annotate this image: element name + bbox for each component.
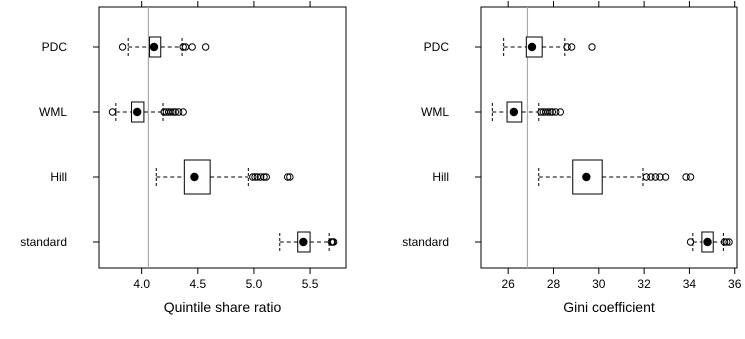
- x-tick-label: 5.5: [302, 277, 319, 291]
- category-label: PDC: [42, 40, 68, 54]
- x-tick-label: 26: [502, 277, 516, 291]
- outlier-point: [179, 108, 187, 116]
- median-point: [527, 42, 537, 52]
- x-axis-label: Gini coefficient: [563, 299, 655, 315]
- median-point: [582, 172, 591, 182]
- box-hill: Hill: [432, 159, 695, 195]
- outlier-point: [725, 238, 733, 246]
- median-point: [299, 237, 308, 247]
- outlier-point: [201, 43, 210, 51]
- category-label: Hill: [432, 170, 449, 184]
- median-point: [149, 42, 159, 52]
- outlier-point: [552, 108, 560, 116]
- outlier-point: [167, 108, 175, 116]
- outlier-point: [556, 108, 564, 116]
- x-tick-label: 30: [592, 277, 606, 291]
- outlier-point: [642, 173, 651, 181]
- chart-panel-1: 4.0 4.5 5.0 5.5 Quintile share ratio PDC WML Hi…: [20, 1, 347, 315]
- outlier-point: [548, 108, 557, 116]
- outlier-point: [329, 238, 338, 246]
- outlier-point: [656, 173, 664, 181]
- outlier-point: [283, 173, 292, 181]
- category-label: standard: [20, 235, 67, 249]
- box-pdc: PDC: [424, 36, 596, 58]
- outlier-point: [171, 108, 180, 116]
- box-wml: WML: [421, 101, 564, 123]
- x-tick-label: 28: [547, 277, 561, 291]
- plot-frame: [480, 6, 738, 269]
- category-label: PDC: [424, 40, 450, 54]
- median-point: [190, 172, 199, 182]
- category-label: WML: [39, 105, 67, 119]
- median-point: [132, 107, 142, 117]
- outlier-point: [686, 173, 695, 181]
- outlier-point: [286, 173, 294, 181]
- outlier-point: [118, 43, 127, 51]
- outlier-point: [723, 238, 731, 246]
- outlier-point: [563, 43, 571, 51]
- outlier-point: [175, 108, 183, 116]
- outlier-point: [169, 108, 177, 116]
- category-label: standard: [402, 235, 449, 249]
- x-tick-label: 36: [728, 277, 742, 291]
- x-tick-label: 32: [637, 277, 651, 291]
- box-wml: WML: [39, 101, 187, 123]
- outlier-point: [546, 108, 554, 116]
- outlier-point: [260, 173, 268, 181]
- outlier-point: [661, 173, 670, 181]
- outlier-point: [588, 43, 596, 51]
- outlier-point: [108, 108, 117, 116]
- box-standard: standard: [402, 231, 733, 253]
- outlier-point: [647, 173, 655, 181]
- box-hill: Hill: [50, 159, 294, 195]
- box-pdc: PDC: [42, 36, 210, 58]
- outlier-point: [651, 173, 660, 181]
- x-axis-label: Quintile share ratio: [164, 299, 282, 315]
- box-standard: standard: [20, 231, 338, 253]
- outlier-point: [251, 173, 259, 181]
- outlier-point: [249, 173, 257, 181]
- x-tick-label: 4.5: [189, 277, 206, 291]
- outlier-point: [262, 173, 270, 181]
- chart-panel-2: 26 28 30 32 34 36 Gini coefficient PDC WML Hill st…: [402, 1, 742, 315]
- plot-frame: [98, 6, 347, 269]
- outlier-point: [256, 173, 265, 181]
- category-label: WML: [421, 105, 449, 119]
- x-tick-label: 5.0: [246, 277, 263, 291]
- outlier-point: [188, 43, 196, 51]
- x-tick-label: 4.0: [133, 277, 150, 291]
- median-point: [509, 107, 519, 117]
- median-point: [703, 237, 712, 247]
- outlier-point: [686, 238, 695, 246]
- x-tick-label: 34: [683, 277, 697, 291]
- category-label: Hill: [50, 170, 67, 184]
- outlier-point: [720, 238, 729, 246]
- outlier-point: [567, 43, 576, 51]
- outlier-point: [682, 173, 690, 181]
- outlier-point: [544, 108, 552, 116]
- outlier-point: [179, 43, 187, 51]
